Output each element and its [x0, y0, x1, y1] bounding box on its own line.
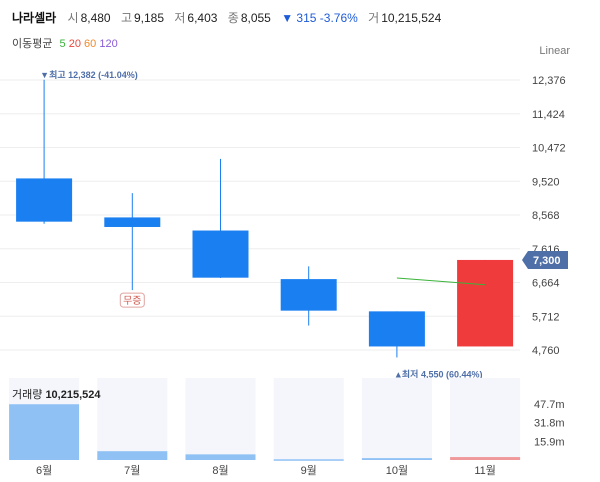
ma-20: 20: [68, 38, 81, 50]
volume-tick-label: 15.9m: [534, 436, 565, 448]
price-tick-label: 6,664: [532, 278, 560, 290]
candle-body: [16, 178, 73, 222]
candle-body: [104, 217, 161, 227]
change-value: ▼ 315 -3.76%: [281, 11, 358, 25]
volume-background: [361, 378, 432, 460]
current-price-label: 7,300: [533, 255, 561, 267]
ma-60: 60: [84, 38, 97, 50]
min-marker: ▲: [394, 369, 403, 379]
close-value: 8,055: [240, 11, 271, 25]
volume-bar: [450, 457, 521, 460]
low-value: 6,403: [187, 11, 218, 25]
price-tick-label: 11,424: [532, 109, 565, 121]
volume-background: [185, 378, 256, 460]
x-tick-label: 7월: [124, 464, 140, 477]
x-tick-label: 9월: [301, 464, 317, 477]
volume-title-label: 거래량: [12, 389, 43, 401]
volume-title-value: 10,215,524: [45, 389, 101, 401]
candle-body: [368, 311, 425, 347]
volume-value: 10,215,524: [381, 11, 442, 25]
event-badge: [119, 292, 145, 308]
x-tick-label: 10월: [386, 464, 408, 477]
price-tick-label: 5,712: [532, 311, 560, 323]
high-label: 고: [120, 11, 132, 25]
moving-average-label: 이동평균: [12, 38, 53, 50]
open-value: 8,480: [80, 11, 111, 25]
ma5-line: [396, 277, 486, 286]
max-marker: ▼: [40, 70, 49, 80]
x-tick-label: 8월: [212, 464, 228, 477]
current-price-tag: [522, 250, 568, 269]
volume-bar: [273, 459, 344, 461]
price-tick-label: 12,376: [532, 75, 566, 87]
min-annotation: 최저 4,550 (60.44%): [402, 368, 483, 379]
volume-bar: [185, 454, 256, 460]
volume-background: [273, 378, 344, 460]
volume-label: 거: [368, 11, 380, 25]
candle-body: [192, 230, 249, 278]
x-tick-label: 11월: [474, 464, 496, 477]
price-tick-label: 9,520: [532, 176, 560, 188]
scale-mode-toggle[interactable]: Linear: [539, 45, 570, 57]
stock-name: 나라셀라: [12, 11, 57, 25]
event-label: 무증: [123, 295, 141, 307]
price-tick-label: 4,760: [532, 345, 560, 357]
volume-bar: [9, 404, 80, 460]
open-label: 시: [67, 11, 79, 25]
close-label: 종: [227, 11, 239, 25]
max-annotation: 최고 12,382 (-41.04%): [49, 69, 138, 80]
ma-5: 5: [59, 38, 66, 50]
price-tick-label: 10,472: [532, 143, 566, 155]
volume-title: 거래량 10,215,524: [12, 386, 101, 402]
volume-bar: [361, 458, 432, 460]
x-tick-label: 6월: [36, 464, 52, 477]
candle-body: [280, 279, 337, 311]
moving-average-legend[interactable]: 이동평균 5 20 60 120: [12, 35, 118, 51]
ma-120: 120: [99, 38, 118, 50]
volume-tick-label: 31.8m: [534, 418, 565, 430]
high-value: 9,185: [133, 11, 165, 25]
volume-background: [450, 378, 521, 460]
price-summary: 나라셀라 시 8,480 고 9,185 저 6,403 종 8,055 ▼ 315 -…: [12, 9, 448, 26]
volume-tick-label: 47.7m: [534, 399, 565, 411]
price-tick-label: 8,568: [532, 210, 560, 222]
volume-background: [97, 378, 168, 460]
low-label: 저: [174, 11, 186, 25]
candle-body: [457, 259, 514, 347]
volume-bar: [97, 451, 168, 460]
